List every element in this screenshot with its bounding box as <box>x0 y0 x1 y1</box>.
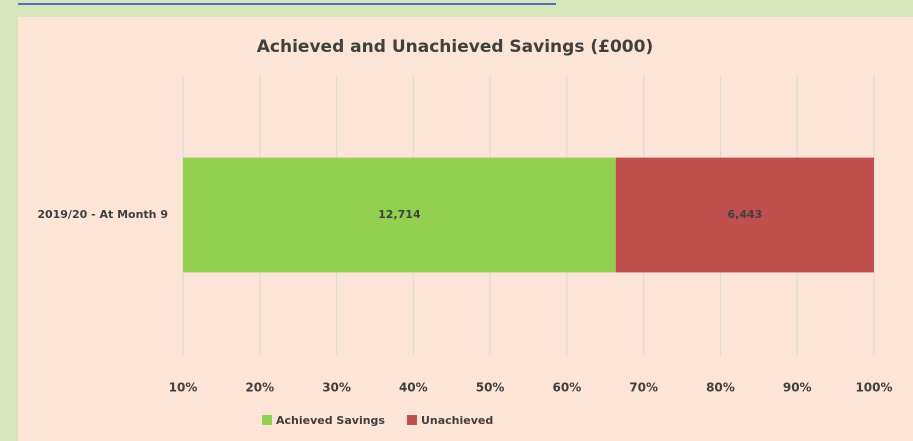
x-tick-label: 40% <box>399 381 428 395</box>
x-tick-label: 50% <box>476 381 505 395</box>
chart-title: Achieved and Unachieved Savings (£000) <box>257 37 653 57</box>
legend-label: Achieved Savings <box>276 414 385 427</box>
x-tick-label: 70% <box>629 381 658 395</box>
x-tick-label: 10% <box>169 381 198 395</box>
x-tick-label: 60% <box>553 381 582 395</box>
data-label: 6,443 <box>727 208 762 221</box>
x-tick-label: 100% <box>855 381 892 395</box>
bar-segment <box>615 157 874 273</box>
x-tick-label: 90% <box>783 381 812 395</box>
x-tick-label: 30% <box>322 381 351 395</box>
data-label: 12,714 <box>378 208 421 221</box>
legend-swatch <box>406 415 417 425</box>
legend-label: Unachieved <box>421 414 493 427</box>
x-tick-label: 80% <box>706 381 735 395</box>
bar-segment <box>183 157 616 273</box>
legend-swatch <box>262 415 272 425</box>
x-tick-label: 20% <box>245 381 274 395</box>
y-tick-label: 2019/20 - At Month 9 <box>37 208 168 221</box>
